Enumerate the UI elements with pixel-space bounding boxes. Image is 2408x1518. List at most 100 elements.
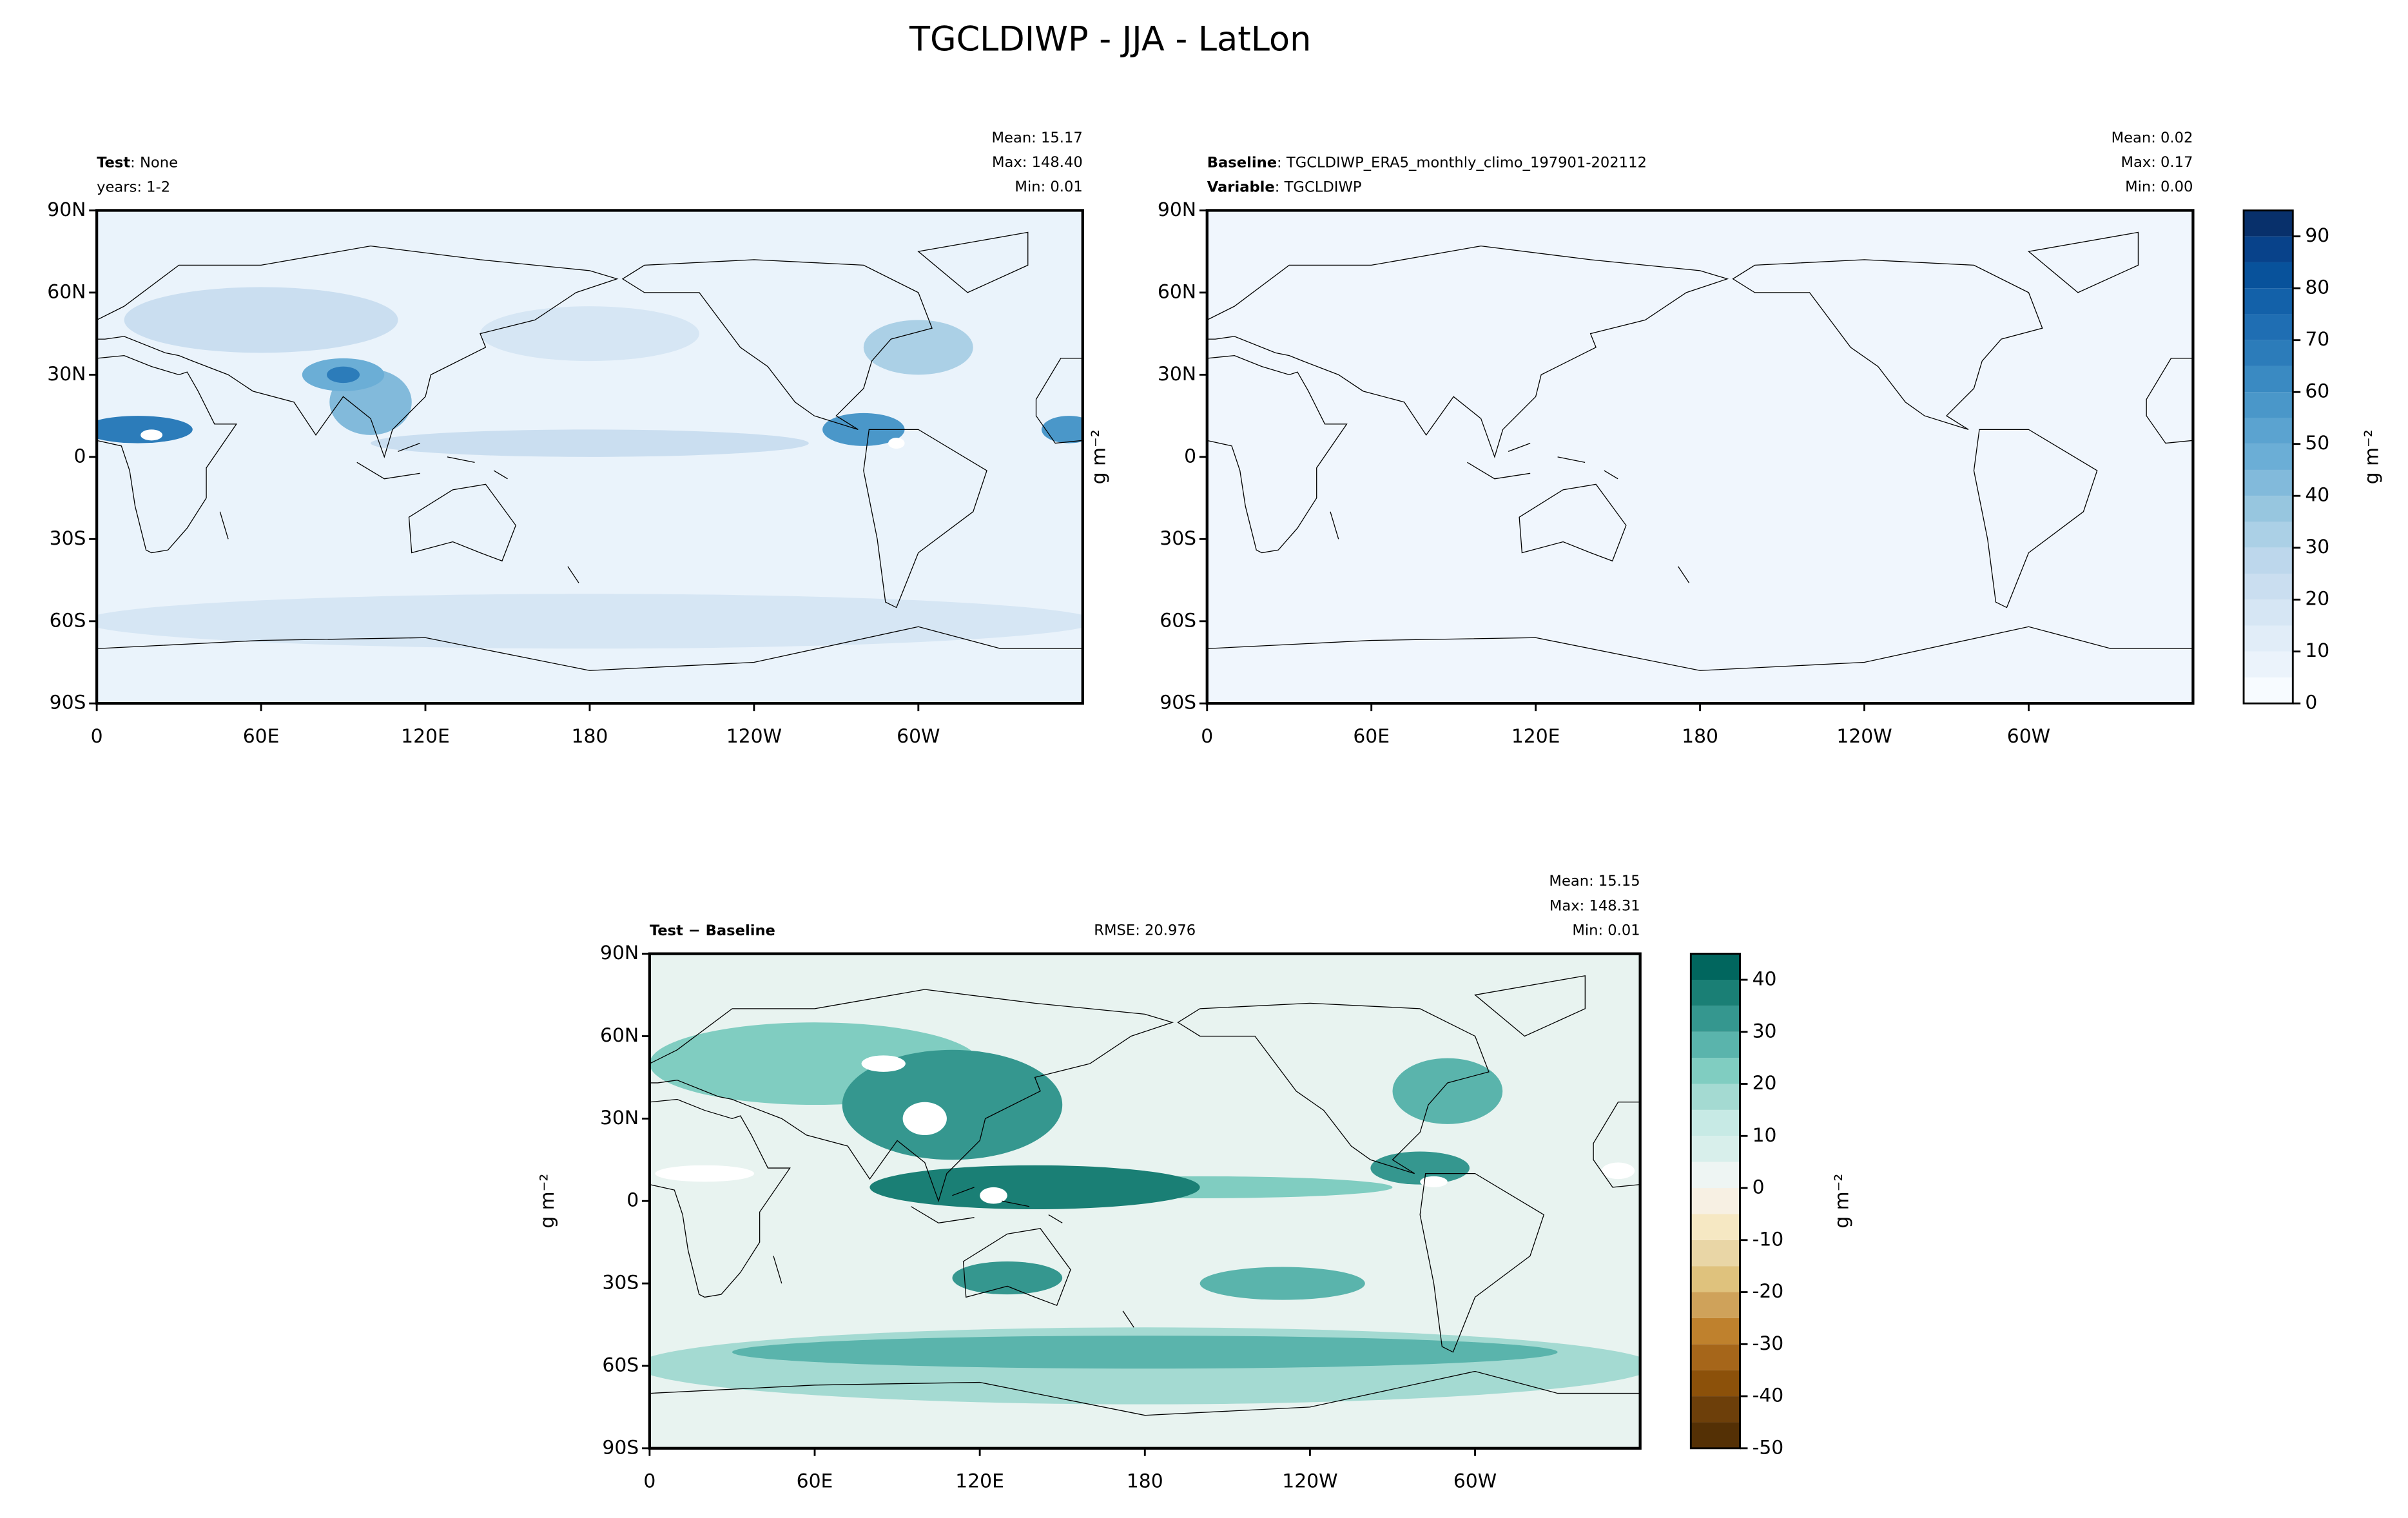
panel-stat: Mean: 15.15 [1549, 873, 1640, 890]
y-tick-label: 90N [600, 942, 639, 964]
x-tick-label: 60W [1453, 1470, 1497, 1493]
colorbar-tick-label: -40 [1753, 1385, 1784, 1407]
y-tick-label: 90N [1158, 199, 1196, 221]
colorbar-tick-label: 0 [1753, 1176, 1765, 1199]
colorbar-band [1691, 1214, 1740, 1240]
map-field [1207, 210, 2193, 704]
y-tick-label: 30N [600, 1107, 639, 1129]
colorbar-band [2244, 677, 2293, 704]
colorbar-tick-label: 90 [2305, 224, 2329, 247]
colorbar-band [2244, 210, 2293, 237]
x-tick-label: 120W [726, 725, 782, 748]
colorbar-tick-label: 50 [2305, 432, 2329, 454]
panel-title-part: : None [130, 154, 178, 171]
colorbar-band [2244, 288, 2293, 315]
panel-stat: Mean: 15.17 [992, 130, 1083, 146]
colorbar-tick-label: 20 [2305, 588, 2329, 610]
colorbar-band [1691, 1292, 1740, 1318]
colorbar-band [1691, 1266, 1740, 1292]
colorbar-band [2244, 599, 2293, 626]
panel-title-part: : TGCLDIWP_ERA5_monthly_climo_197901-202… [1277, 154, 1647, 171]
colorbar-tick-label: -10 [1753, 1228, 1784, 1250]
panel-title-part: Variable [1207, 179, 1275, 195]
colorbar-band [2244, 314, 2293, 340]
map-field [97, 210, 1083, 704]
colorbar-tick-label: 10 [1753, 1124, 1777, 1147]
colorbar-band [2244, 496, 2293, 522]
y-tick-label: 30S [50, 527, 86, 550]
colorbar-tick-label: 80 [2305, 277, 2329, 299]
map-field [649, 953, 1640, 1448]
colorbar-band [2244, 236, 2293, 262]
colorbar-band [2244, 262, 2293, 289]
x-tick-label: 120E [401, 725, 450, 748]
y-tick-label: 0 [1184, 445, 1196, 467]
x-tick-label: 120E [955, 1470, 1004, 1493]
colorbar-band [2244, 443, 2293, 470]
colorbar-band [2244, 625, 2293, 652]
colorbar-band [2244, 365, 2293, 393]
x-tick-label: 60W [2007, 725, 2050, 748]
panel-stat: Min: 0.00 [2125, 179, 2193, 195]
y-tick-label: 90S [1160, 692, 1196, 714]
y-tick-label: 90S [602, 1436, 639, 1459]
colorbar-tick-label: 70 [2305, 328, 2329, 351]
y-tick-label: 60N [600, 1024, 639, 1047]
colorbar-band [1691, 1058, 1740, 1084]
colorbar-tick-label: 40 [2305, 484, 2329, 507]
colorbar-band [1691, 953, 1740, 980]
panel-title-part: Baseline [1207, 154, 1277, 171]
x-tick-label: 60W [897, 725, 940, 748]
colorbar-band [1691, 1031, 1740, 1058]
colorbar-band [1691, 1370, 1740, 1397]
colorbar-band [2244, 469, 2293, 496]
colorbar-tick-label: -50 [1753, 1436, 1784, 1459]
y-axis-label: g m⁻² [536, 1174, 559, 1229]
colorbar-band [1691, 1344, 1740, 1370]
colorbar-frame [1689, 953, 1741, 1450]
x-tick-label: 60E [1353, 725, 1390, 748]
colorbar-band [2244, 547, 2293, 574]
colorbar-band [1691, 1318, 1740, 1345]
y-tick-label: 90S [50, 692, 86, 714]
colorbar-tick-label: -20 [1753, 1280, 1784, 1303]
colorbar-band [1691, 1084, 1740, 1110]
y-tick-label: 60S [602, 1354, 639, 1376]
panel-stat: Max: 148.31 [1549, 897, 1640, 914]
panel-left-title: Test: None [97, 154, 178, 171]
colorbar-band [1691, 1396, 1740, 1423]
panel-left-title: Test − Baseline [650, 922, 775, 939]
colorbar-band [1691, 1240, 1740, 1267]
y-tick-label: 60N [1158, 280, 1196, 303]
colorbar-tick-label: 30 [2305, 536, 2329, 558]
panel-center-text: RMSE: 20.976 [1094, 922, 1196, 939]
colorbar-label: g m⁻² [2361, 429, 2384, 484]
colorbar-band [2244, 418, 2293, 444]
colorbar-tick-label: 0 [2305, 692, 2317, 714]
y-tick-label: 30S [1160, 527, 1196, 550]
panel-title-part: years: 1-2 [97, 179, 170, 195]
colorbar-band [1691, 1422, 1740, 1448]
colorbar-tick-label: -30 [1753, 1332, 1784, 1355]
panel-stat: Mean: 0.02 [2112, 130, 2193, 146]
colorbar-band [1691, 1188, 1740, 1214]
colorbar-band [1691, 979, 1740, 1006]
colorbar-band [2244, 392, 2293, 418]
colorbar-tick-label: 20 [1753, 1072, 1777, 1095]
x-tick-label: 0 [643, 1470, 655, 1493]
colorbar-band [2244, 521, 2293, 548]
y-tick-label: 90N [47, 199, 86, 221]
panel-left-title: years: 1-2 [97, 179, 170, 195]
figure-title: TGCLDIWP - JJA - LatLon [909, 19, 1311, 59]
colorbar-band [1691, 1109, 1740, 1136]
x-tick-label: 180 [572, 725, 608, 748]
colorbar-tick-label: 30 [1753, 1020, 1777, 1042]
panel-stat: Min: 0.01 [1015, 179, 1082, 195]
y-tick-label: 30N [1158, 363, 1196, 385]
panel-title-part: Test [97, 154, 130, 171]
y-tick-label: 60N [47, 280, 86, 303]
x-tick-label: 180 [1127, 1470, 1163, 1493]
panel-left-title: Variable: TGCLDIWP [1207, 179, 1362, 195]
panel-title-part: : TGCLDIWP [1275, 179, 1362, 195]
